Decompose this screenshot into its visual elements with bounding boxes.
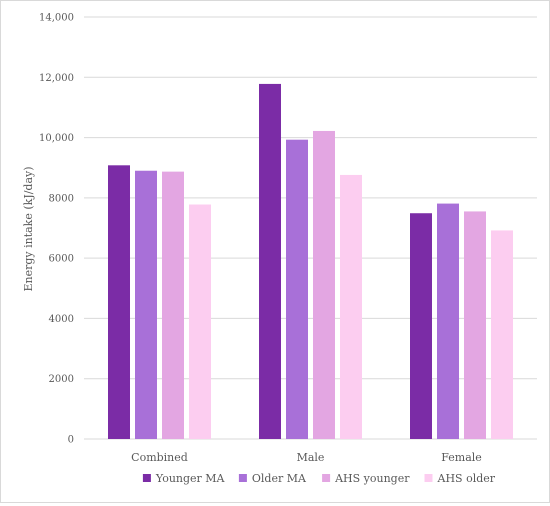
bar [108,165,130,439]
legend-swatch [238,474,247,482]
bar [313,130,335,439]
gridlines [84,16,537,440]
bar [259,83,281,439]
legend: Younger MA Older MA AHS younger AHS older [142,472,496,485]
y-tick-label: 0 [68,435,74,446]
y-tick-label: 6000 [49,254,74,265]
y-tick-label: 8000 [49,193,74,204]
y-tick-label: 12,000 [39,73,74,84]
category-label: Combined [131,451,188,464]
bar [491,230,513,439]
legend-swatch [142,474,151,482]
category-label: Male [297,451,325,464]
y-axis-ticks: 0 2000 4000 6000 8000 10,000 12,000 14,000 [39,13,74,446]
bar [162,171,184,439]
y-tick-label: 2000 [49,374,74,385]
bar [189,204,211,439]
bar [286,139,308,439]
legend-label: AHS younger [334,472,410,485]
legend-label: Older MA [252,472,307,485]
bar [437,203,459,439]
y-tick-label: 10,000 [39,133,74,144]
category-label: Female [441,451,482,464]
y-axis-label: Energy intake (kJ/day) [22,166,35,291]
legend-swatch [322,474,331,482]
y-tick-label: 14,000 [39,13,74,24]
bars [108,83,513,439]
legend-label: AHS older [437,472,496,485]
legend-swatch [424,474,433,482]
y-tick-label: 4000 [49,314,74,325]
legend-label: Younger MA [155,472,226,485]
bar [340,174,362,439]
bar [464,211,486,439]
category-labels: Combined Male Female [131,451,482,464]
bar [135,170,157,439]
bar [410,213,432,439]
